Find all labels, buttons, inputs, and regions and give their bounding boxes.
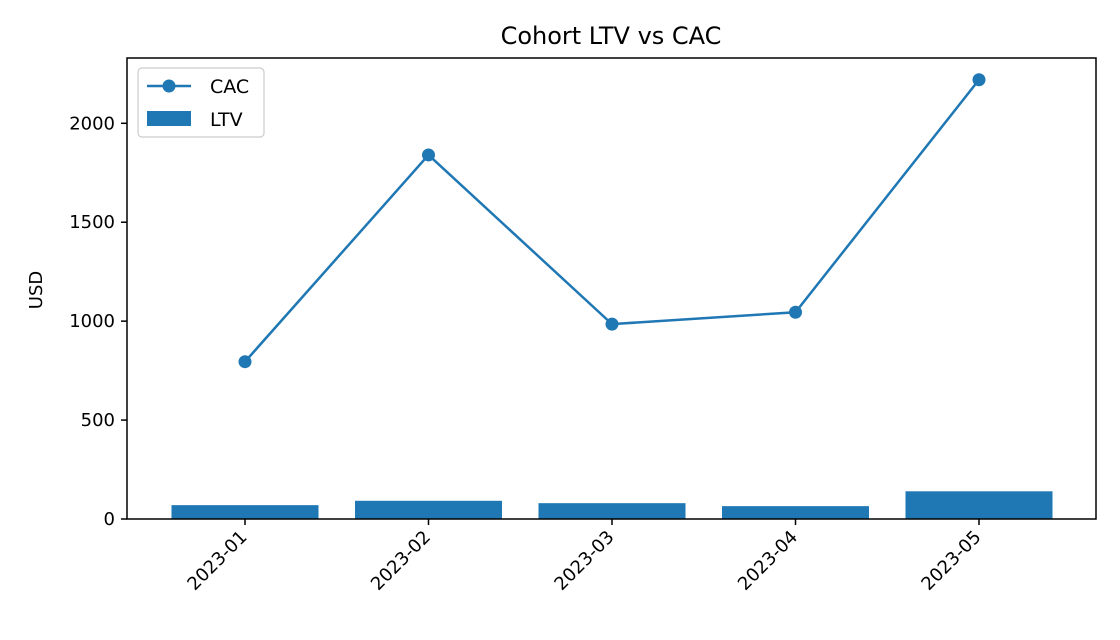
point-cac-2023-02 bbox=[422, 148, 435, 162]
point-cac-2023-05 bbox=[972, 73, 986, 87]
ticks-layer: 0 500 1000 1500 2000 2023-01 2023-02 2023-03 202… bbox=[69, 113, 985, 594]
bar-ltv-2023-01 bbox=[171, 505, 319, 519]
x-tick-label-2023-05: 2023-05 bbox=[917, 527, 985, 595]
legend-cac-label: CAC bbox=[210, 76, 249, 98]
bar-ltv-2023-04 bbox=[722, 506, 869, 519]
bar-ltv-2023-05 bbox=[905, 491, 1053, 519]
bar-ltv-2023-03 bbox=[538, 503, 686, 519]
line-layer bbox=[238, 73, 986, 369]
point-cac-2023-03 bbox=[605, 317, 619, 331]
x-tick-label-2023-04: 2023-04 bbox=[734, 527, 802, 595]
y-tick-label-1500: 1500 bbox=[69, 212, 115, 233]
plot-frame bbox=[126, 57, 1097, 520]
y-tick-label-2000: 2000 bbox=[69, 113, 115, 134]
legend-ltv-label: LTV bbox=[210, 109, 243, 131]
y-tick-label-0: 0 bbox=[104, 509, 115, 530]
point-cac-2023-04 bbox=[789, 305, 802, 319]
x-tick-label-2023-02: 2023-02 bbox=[367, 527, 435, 595]
point-cac-2023-01 bbox=[238, 355, 252, 369]
legend: CAC LTV bbox=[137, 67, 265, 138]
chart-title: Cohort LTV vs CAC bbox=[501, 22, 722, 50]
y-tick-label-500: 500 bbox=[81, 410, 115, 431]
x-tick-label-2023-01: 2023-01 bbox=[183, 527, 251, 595]
x-tick-label-2023-03: 2023-03 bbox=[550, 527, 618, 595]
legend-ltv-swatch bbox=[147, 111, 191, 126]
y-axis-label: USD bbox=[26, 271, 47, 309]
legend-cac-marker bbox=[162, 79, 176, 93]
bar-ltv-2023-02 bbox=[355, 500, 502, 519]
y-tick-label-1000: 1000 bbox=[69, 311, 115, 332]
bars-layer bbox=[171, 491, 1053, 519]
